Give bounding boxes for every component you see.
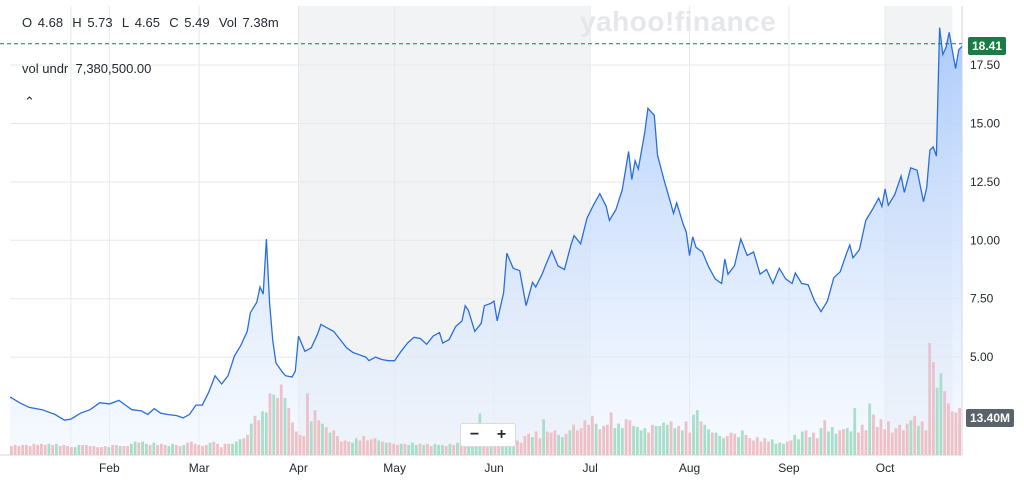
y-axis: 5.00 7.50 10.00 12.50 15.00 17.50 [970,58,1000,364]
x-tick-label: Apr [289,461,308,475]
x-tick-label: Jun [484,461,503,475]
zoom-controls: − + [460,423,516,447]
x-tick-label: Aug [679,461,700,475]
x-tick-label: Jul [583,461,598,475]
y-tick-label: 17.50 [970,58,1000,72]
yahoo-finance-watermark: yahoo!finance [580,6,777,37]
ohlc-readout: O 4.68 H 5.73 L 4.65 C 5.49 Vol 7.38m [22,15,281,30]
low-label: L [121,15,130,30]
open-label: O [22,15,33,30]
current-price-tag: 18.41 [968,37,1007,55]
x-tick-label: Oct [876,461,895,475]
chevron-up-icon[interactable]: ⌃ [24,94,35,109]
price-line [9,27,963,421]
x-tick-label: May [383,461,406,475]
indicator-label: vol undr [22,61,69,76]
close-value: 5.49 [184,15,210,30]
y-tick-label: 12.50 [970,175,1000,189]
volume-value: 7.38m [242,15,279,30]
current-volume-tag: 13.40M [966,409,1015,427]
low-value: 4.65 [134,15,161,30]
x-tick-label: Mar [189,461,210,475]
price-area [10,27,962,455]
open-value: 4.68 [37,15,64,30]
y-tick-label: 5.00 [970,350,994,364]
y-tick-label: 15.00 [970,116,1000,130]
indicator-value: 7,380,500.00 [75,61,152,76]
price-series [0,27,963,455]
y-tick-label: 10.00 [970,233,1000,247]
high-value: 5.73 [87,15,113,30]
x-tick-label: Feb [99,461,120,475]
zoom-in-button[interactable]: + [496,426,507,443]
x-axis: Feb Mar Apr May Jun Jul Aug Sep Oct [99,461,895,475]
high-label: H [72,15,82,30]
y-tick-label: 7.50 [970,292,994,306]
zoom-out-button[interactable]: − [469,426,480,443]
x-tick-label: Sep [778,461,800,475]
volume-label: Vol [218,15,237,30]
close-label: C [169,15,179,30]
indicator-row: vol undr 7,380,500.00 [22,61,151,76]
